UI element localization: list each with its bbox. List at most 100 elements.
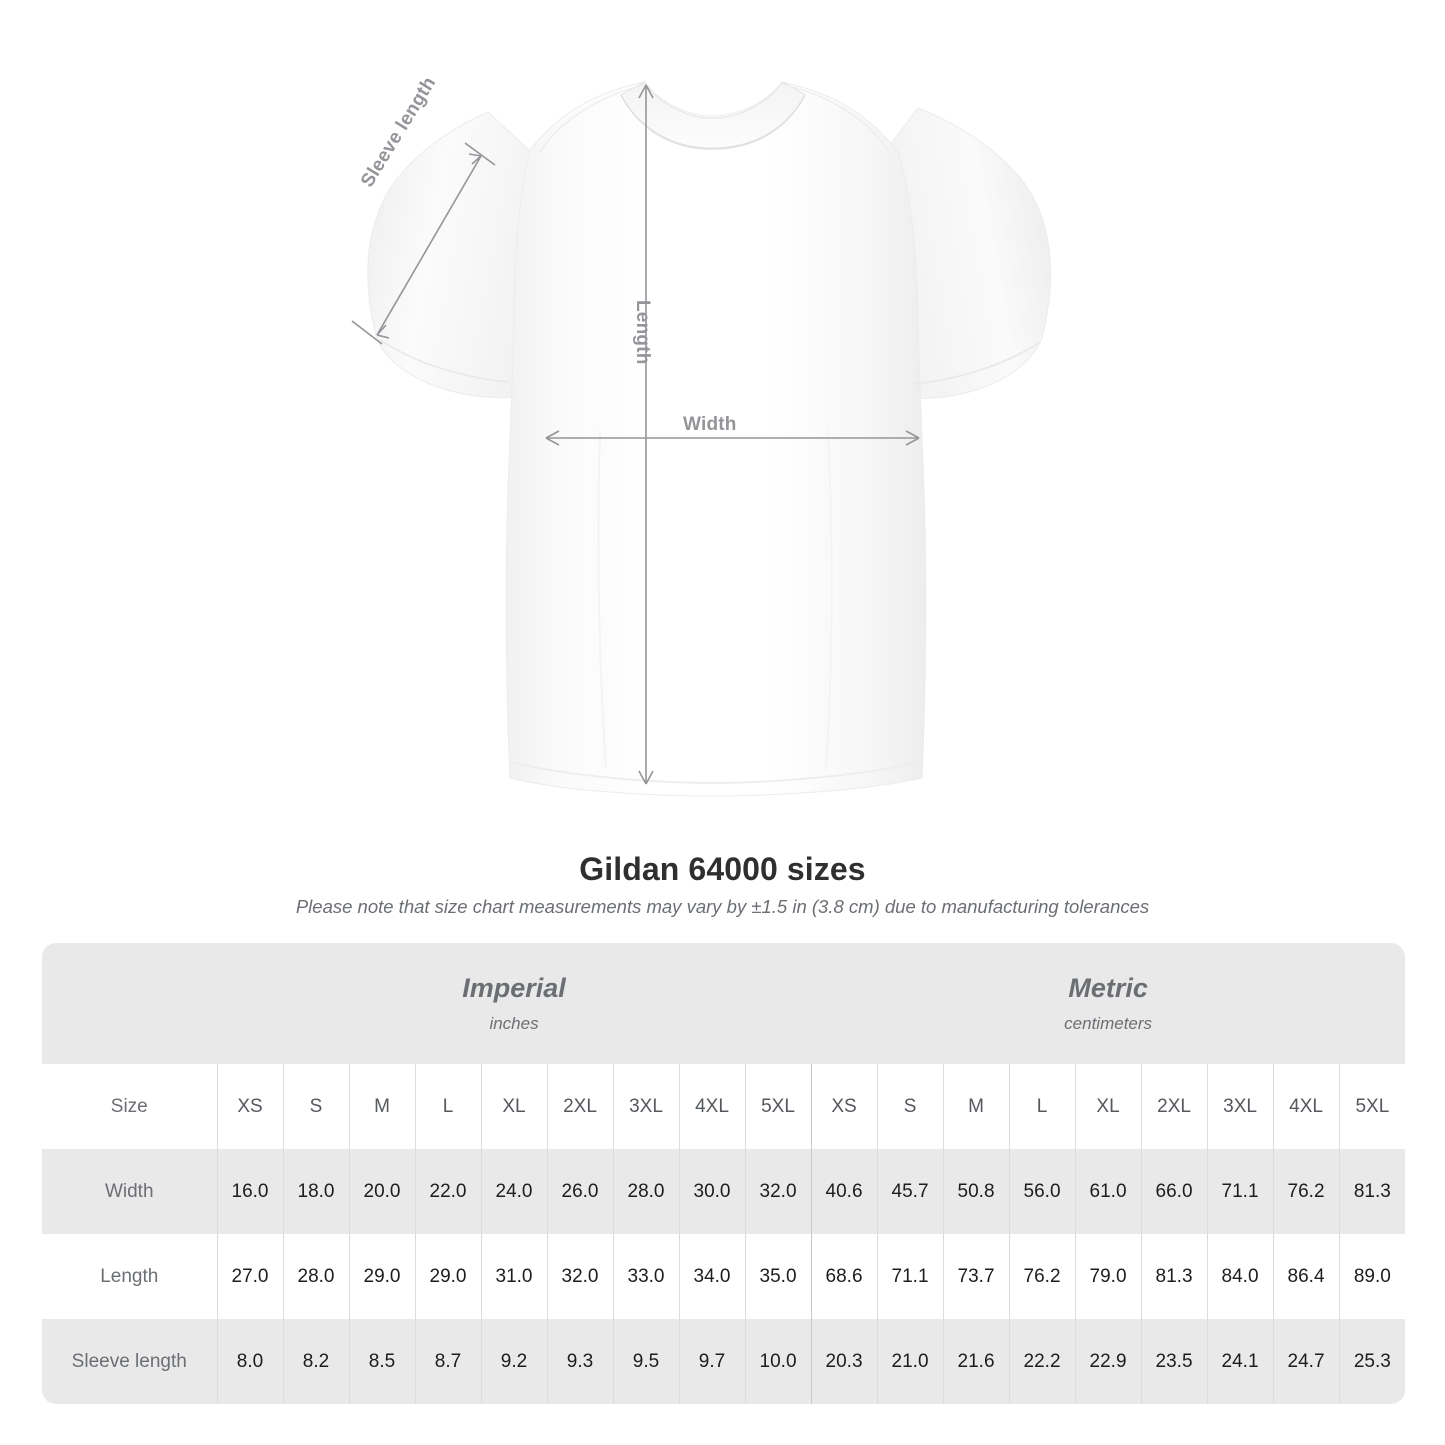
length-dimension-label: Length	[632, 300, 653, 365]
size-col-s-metric: S	[876, 1064, 944, 1149]
size-col-5xl-imperial: 5XL	[744, 1064, 812, 1149]
cell-sleeve-2xl-cm: 23.5	[1140, 1319, 1208, 1404]
cell-sleeve-3xl-in: 9.5	[612, 1319, 679, 1404]
size-col-3xl-imperial: 3XL	[612, 1064, 679, 1149]
cell-width-2xl-in: 26.0	[546, 1149, 613, 1234]
cell-length-s-in: 28.0	[282, 1234, 349, 1319]
cell-length-s-cm: 71.1	[876, 1234, 944, 1319]
tshirt-illustration: Sleeve length Length Width	[351, 73, 1052, 797]
metric-unit-header: Metric centimeters	[811, 943, 1406, 1064]
tshirt-diagram-svg	[351, 81, 1052, 797]
cell-length-4xl-in: 34.0	[678, 1234, 745, 1319]
cell-sleeve-xl-in: 9.2	[480, 1319, 547, 1404]
size-header-row: Size XS S M L XL 2XL 3XL 4XL 5XL XS S M …	[42, 1064, 1406, 1149]
cell-length-l-in: 29.0	[414, 1234, 481, 1319]
size-col-xl-imperial: XL	[480, 1064, 547, 1149]
measurement-label-length: Length	[42, 1234, 217, 1319]
size-col-xl-metric: XL	[1074, 1064, 1142, 1149]
cell-width-m-in: 20.0	[348, 1149, 415, 1234]
sleeve-length-arrow	[351, 142, 496, 345]
cell-width-m-cm: 50.8	[942, 1149, 1010, 1234]
cell-length-m-in: 29.0	[348, 1234, 415, 1319]
cell-sleeve-5xl-cm: 25.3	[1338, 1319, 1406, 1404]
cell-length-xl-cm: 79.0	[1074, 1234, 1142, 1319]
cell-sleeve-s-cm: 21.0	[876, 1319, 944, 1404]
metric-unit: centimeters	[1064, 1014, 1153, 1033]
size-col-l-metric: L	[1008, 1064, 1076, 1149]
cell-width-5xl-in: 32.0	[744, 1149, 812, 1234]
cell-length-xs-in: 27.0	[216, 1234, 283, 1319]
cell-sleeve-s-in: 8.2	[282, 1319, 349, 1404]
cell-length-m-cm: 73.7	[942, 1234, 1010, 1319]
unit-banner-spacer	[42, 943, 217, 1064]
cell-sleeve-xs-in: 8.0	[216, 1319, 283, 1404]
cell-sleeve-4xl-in: 9.7	[678, 1319, 745, 1404]
cell-width-xs-in: 16.0	[216, 1149, 283, 1234]
cell-sleeve-xl-cm: 22.9	[1074, 1319, 1142, 1404]
size-col-s-imperial: S	[282, 1064, 349, 1149]
cell-sleeve-l-in: 8.7	[414, 1319, 481, 1404]
cell-width-l-in: 22.0	[414, 1149, 481, 1234]
table-row: Sleeve length 8.0 8.2 8.5 8.7 9.2 9.3 9.…	[42, 1319, 1406, 1404]
cell-sleeve-5xl-in: 10.0	[744, 1319, 812, 1404]
size-col-2xl-metric: 2XL	[1140, 1064, 1208, 1149]
imperial-unit: inches	[489, 1014, 539, 1033]
cell-width-4xl-cm: 76.2	[1272, 1149, 1340, 1234]
cell-length-3xl-in: 33.0	[612, 1234, 679, 1319]
cell-width-xl-cm: 61.0	[1074, 1149, 1142, 1234]
size-chart-table-container: Imperial inches Metric centimeters Size	[42, 943, 1406, 1404]
cell-sleeve-xs-cm: 20.3	[810, 1319, 878, 1404]
cell-length-2xl-in: 32.0	[546, 1234, 613, 1319]
cell-length-3xl-cm: 84.0	[1206, 1234, 1274, 1319]
cell-length-5xl-in: 35.0	[744, 1234, 812, 1319]
size-col-m-imperial: M	[348, 1064, 415, 1149]
cell-length-2xl-cm: 81.3	[1140, 1234, 1208, 1319]
size-col-xs-imperial: XS	[216, 1064, 283, 1149]
table-row: Width 16.0 18.0 20.0 22.0 24.0 26.0 28.0…	[42, 1149, 1406, 1234]
cell-sleeve-m-in: 8.5	[348, 1319, 415, 1404]
size-col-l-imperial: L	[414, 1064, 481, 1149]
width-dimension-label: Width	[683, 414, 737, 435]
cell-width-xl-in: 24.0	[480, 1149, 547, 1234]
cell-length-5xl-cm: 89.0	[1338, 1234, 1406, 1319]
tolerance-note: Please note that size chart measurements…	[295, 896, 1150, 917]
size-row-label: Size	[42, 1064, 217, 1149]
cell-length-l-cm: 76.2	[1008, 1234, 1076, 1319]
size-col-2xl-imperial: 2XL	[546, 1064, 613, 1149]
cell-sleeve-2xl-in: 9.3	[546, 1319, 613, 1404]
size-chart-table: Imperial inches Metric centimeters Size	[42, 943, 1406, 1404]
cell-sleeve-m-cm: 21.6	[942, 1319, 1010, 1404]
cell-sleeve-l-cm: 22.2	[1008, 1319, 1076, 1404]
measurement-label-width: Width	[42, 1149, 217, 1234]
cell-width-l-cm: 56.0	[1008, 1149, 1076, 1234]
size-col-m-metric: M	[942, 1064, 1010, 1149]
cell-width-s-cm: 45.7	[876, 1149, 944, 1234]
cell-width-3xl-in: 28.0	[612, 1149, 679, 1234]
cell-width-2xl-cm: 66.0	[1140, 1149, 1208, 1234]
cell-width-4xl-in: 30.0	[678, 1149, 745, 1234]
page-title: Gildan 64000 sizes	[579, 851, 866, 887]
cell-width-3xl-cm: 71.1	[1206, 1149, 1274, 1234]
cell-width-5xl-cm: 81.3	[1338, 1149, 1406, 1234]
size-col-5xl-metric: 5XL	[1338, 1064, 1406, 1149]
cell-length-4xl-cm: 86.4	[1272, 1234, 1340, 1319]
unit-banner-row: Imperial inches Metric centimeters	[42, 943, 1406, 1064]
imperial-label: Imperial	[462, 973, 566, 1003]
metric-label: Metric	[1068, 973, 1148, 1003]
tshirt-shape	[367, 81, 1052, 797]
cell-sleeve-4xl-cm: 24.7	[1272, 1319, 1340, 1404]
length-arrow	[638, 84, 654, 785]
table-row: Length 27.0 28.0 29.0 29.0 31.0 32.0 33.…	[42, 1234, 1406, 1319]
measurement-label-sleeve-length: Sleeve length	[42, 1319, 217, 1404]
cell-length-xs-cm: 68.6	[810, 1234, 878, 1319]
cell-sleeve-3xl-cm: 24.1	[1206, 1319, 1274, 1404]
cell-length-xl-in: 31.0	[480, 1234, 547, 1319]
size-col-4xl-metric: 4XL	[1272, 1064, 1340, 1149]
size-col-xs-metric: XS	[810, 1064, 878, 1149]
imperial-unit-header: Imperial inches	[217, 943, 812, 1064]
size-col-3xl-metric: 3XL	[1206, 1064, 1274, 1149]
cell-width-s-in: 18.0	[282, 1149, 349, 1234]
cell-width-xs-cm: 40.6	[810, 1149, 878, 1234]
dimension-arrows	[351, 84, 920, 785]
